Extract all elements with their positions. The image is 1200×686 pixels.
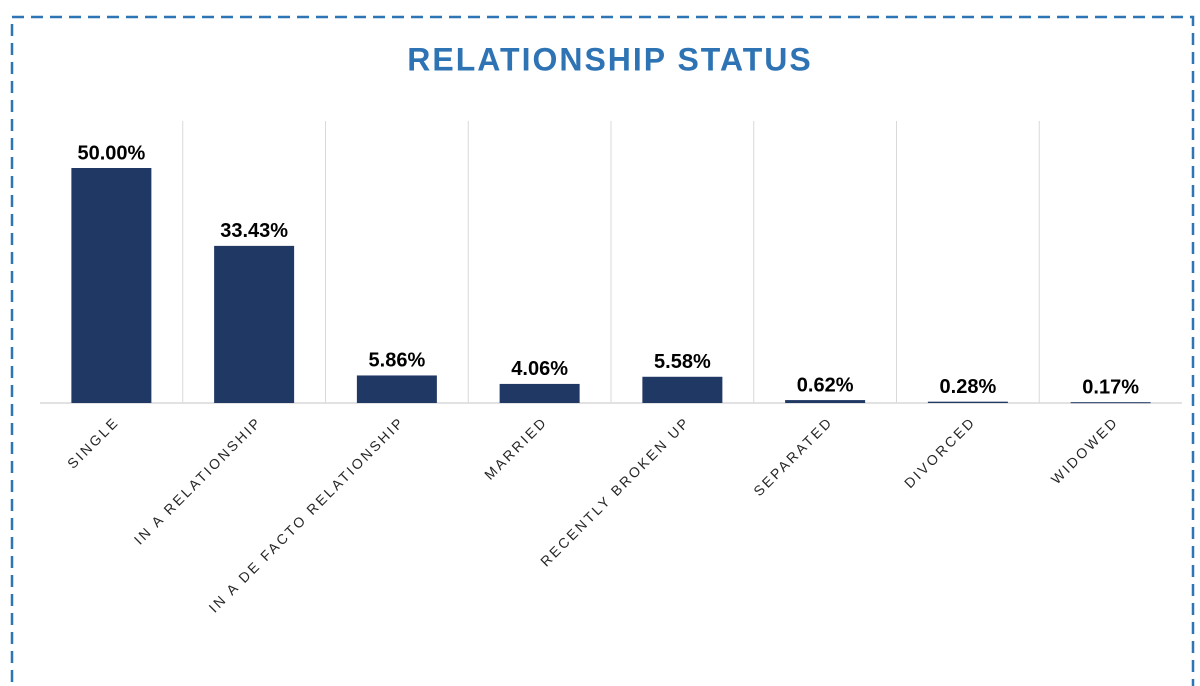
bar: [927, 401, 1008, 403]
chart-title: RELATIONSHIP STATUS: [407, 41, 812, 77]
dashed-frame: [10, 15, 1195, 686]
value-label: 0.62%: [797, 374, 854, 396]
x-tick-label: SEPARATED: [750, 413, 836, 499]
value-label: 0.28%: [940, 376, 997, 398]
value-label: 33.43%: [220, 220, 288, 242]
x-tick-label: IN A RELATIONSHIP: [131, 413, 265, 547]
x-tick-label: WIDOWED: [1048, 413, 1122, 487]
value-label: 0.17%: [1082, 376, 1139, 398]
x-tick-label: MARRIED: [481, 413, 550, 482]
bar: [499, 383, 580, 403]
bar: [356, 375, 437, 403]
x-tick-label: SINGLE: [64, 413, 122, 471]
bar: [214, 245, 295, 403]
bar: [642, 376, 723, 403]
x-tick-label: RECENTLY BROKEN UP: [537, 413, 693, 569]
bar: [71, 168, 152, 403]
value-label: 4.06%: [511, 358, 568, 380]
x-tick-label: DIVORCED: [901, 413, 979, 491]
value-label: 5.58%: [654, 351, 711, 373]
value-label: 5.86%: [369, 350, 426, 372]
bar: [785, 400, 866, 403]
bar: [1070, 402, 1151, 404]
value-label: 50.00%: [77, 142, 145, 164]
